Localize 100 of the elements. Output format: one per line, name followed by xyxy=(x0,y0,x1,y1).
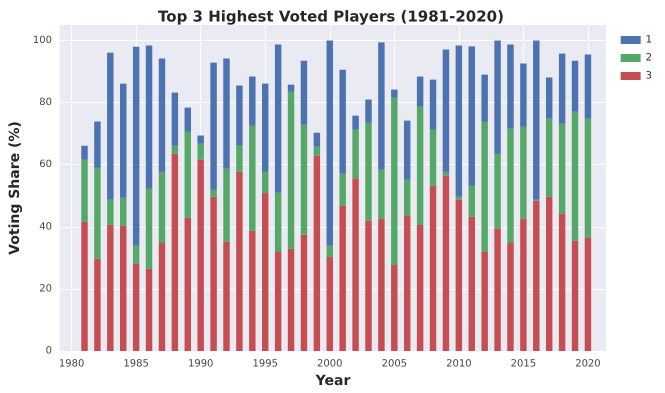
bar xyxy=(210,190,217,197)
bar xyxy=(326,246,333,257)
legend-label: 1 xyxy=(646,34,652,46)
bar xyxy=(249,76,256,126)
bar xyxy=(300,60,308,125)
bar xyxy=(81,222,88,351)
bar xyxy=(442,50,450,172)
bar xyxy=(378,42,385,170)
bar xyxy=(314,156,320,351)
bar xyxy=(533,200,540,351)
bar xyxy=(107,224,114,351)
bar xyxy=(416,106,424,225)
legend-label: 2 xyxy=(646,52,652,64)
bar xyxy=(430,186,436,351)
bar xyxy=(274,252,282,351)
bar xyxy=(81,160,88,222)
bar xyxy=(274,192,282,252)
bar xyxy=(456,196,462,200)
bar xyxy=(572,240,578,351)
bar xyxy=(132,46,140,246)
bar xyxy=(236,172,243,351)
bar xyxy=(223,168,230,242)
bar xyxy=(146,188,152,269)
bar xyxy=(326,256,333,351)
bar xyxy=(314,146,320,156)
y-axis-title: Voting Share (%) xyxy=(7,121,23,255)
bar xyxy=(456,200,462,351)
bar xyxy=(430,80,436,130)
x-tick-label: 1985 xyxy=(123,358,149,370)
x-tick-label: 2005 xyxy=(382,358,408,370)
bar xyxy=(262,84,268,172)
y-tick-label: 100 xyxy=(32,35,52,46)
bar xyxy=(132,246,140,264)
bar xyxy=(481,122,488,252)
bar xyxy=(339,206,346,351)
bar xyxy=(584,54,592,119)
bar xyxy=(533,40,540,200)
bar xyxy=(558,214,566,351)
bar xyxy=(249,230,256,351)
y-tick-label: 40 xyxy=(39,221,52,232)
bar xyxy=(184,132,192,218)
bar xyxy=(558,124,566,214)
bar xyxy=(442,172,450,176)
bar xyxy=(416,224,424,351)
bar xyxy=(158,58,166,172)
bar xyxy=(507,242,514,351)
bar xyxy=(339,174,346,206)
bar xyxy=(520,126,527,219)
bar xyxy=(572,112,578,241)
bar xyxy=(184,108,192,132)
bar xyxy=(300,234,308,351)
bar xyxy=(172,154,178,351)
bar xyxy=(584,238,592,351)
y-tick-label: 60 xyxy=(39,159,52,170)
x-tick-label: 2015 xyxy=(510,358,536,370)
bar xyxy=(81,146,88,160)
x-tick-label: 1990 xyxy=(188,358,214,370)
x-tick-label: 1995 xyxy=(252,358,278,370)
bar xyxy=(365,100,372,123)
bar xyxy=(391,98,398,265)
bar xyxy=(184,218,192,351)
bar xyxy=(210,62,217,190)
bar xyxy=(288,92,294,249)
bar xyxy=(352,178,359,351)
bar xyxy=(249,126,256,231)
x-tick-label: 2000 xyxy=(317,358,342,370)
bar xyxy=(223,242,230,351)
y-tick-label: 80 xyxy=(39,97,52,108)
bar xyxy=(120,84,126,198)
bar xyxy=(146,268,152,351)
bar xyxy=(416,76,424,107)
bar xyxy=(507,44,514,129)
bar xyxy=(365,220,372,351)
bar xyxy=(236,146,243,172)
bar xyxy=(546,118,552,197)
bar xyxy=(223,58,230,169)
x-tick-label: 1980 xyxy=(58,358,84,370)
bar xyxy=(430,130,436,186)
bar xyxy=(507,128,514,243)
bar xyxy=(468,186,475,217)
x-tick-label: 2010 xyxy=(446,358,472,370)
bar xyxy=(520,64,527,127)
y-tick-label: 0 xyxy=(46,346,52,356)
bar xyxy=(262,192,268,351)
bar xyxy=(584,118,592,238)
bar xyxy=(172,92,178,146)
x-axis-title: Year xyxy=(314,372,350,389)
bar xyxy=(404,120,410,180)
bar xyxy=(494,228,501,351)
bar xyxy=(120,226,126,351)
bar xyxy=(494,154,501,229)
bar xyxy=(236,86,243,146)
bar xyxy=(404,180,410,216)
legend-label: 3 xyxy=(646,70,652,82)
bar xyxy=(94,122,101,168)
y-tick-label: 20 xyxy=(39,283,52,294)
bar xyxy=(158,172,166,243)
bar xyxy=(172,146,178,154)
bar xyxy=(572,60,578,112)
bar xyxy=(107,52,114,200)
